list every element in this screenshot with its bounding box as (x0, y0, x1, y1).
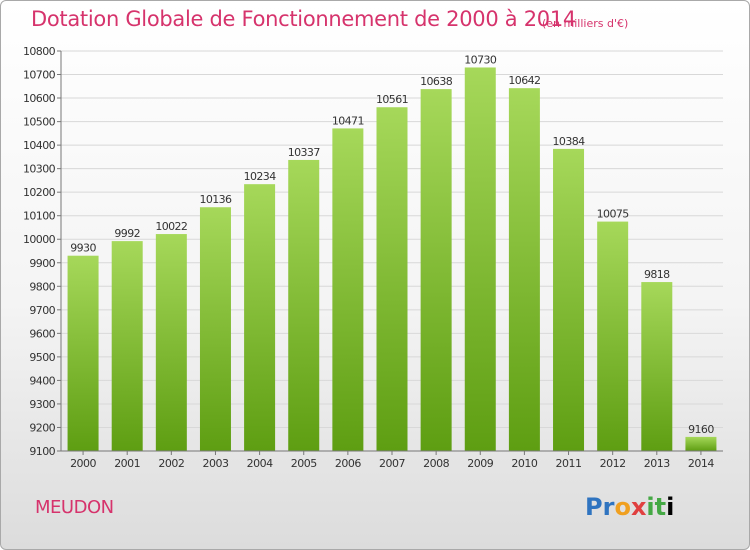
data-label: 10234 (244, 170, 277, 183)
y-tick-label: 9700 (29, 304, 55, 317)
x-tick-label: 2013 (644, 457, 670, 470)
data-label: 10561 (376, 93, 408, 106)
bar (685, 436, 717, 451)
bar (67, 255, 99, 451)
bar (332, 128, 364, 451)
bar (376, 107, 408, 451)
y-tick-label: 10800 (23, 45, 56, 58)
x-tick-label: 2011 (556, 457, 582, 470)
x-tick-label: 2008 (423, 457, 449, 470)
logo-letter: i (646, 493, 655, 521)
labels: 9100 9200 9300 9400 9500 9600 9700 9800 9900 1000… (23, 45, 715, 470)
y-tick-label: 10500 (23, 116, 56, 129)
x-tick-label: 2005 (291, 457, 317, 470)
y-tick-label: 9100 (29, 445, 55, 458)
x-tick-label: 2002 (158, 457, 184, 470)
x-tick-label: 2012 (600, 457, 626, 470)
data-label: 9160 (688, 423, 714, 436)
bar (244, 184, 276, 452)
x-tick-label: 2014 (688, 457, 714, 470)
city-name: MEUDON (35, 497, 114, 518)
y-tick-label: 9200 (29, 421, 55, 434)
logo-letter: P (585, 493, 603, 521)
y-tick-label: 10400 (23, 139, 56, 152)
bar (508, 88, 540, 452)
proxiti-logo[interactable]: Proxiti (585, 493, 674, 521)
data-label: 10730 (464, 53, 497, 66)
x-tick-label: 2003 (202, 457, 228, 470)
data-label: 10638 (420, 75, 453, 88)
logo-letter: i (666, 493, 675, 521)
bar (111, 241, 143, 451)
bars (67, 67, 717, 452)
x-tick-label: 2001 (114, 457, 140, 470)
logo-letter: x (630, 493, 647, 521)
chart-subtitle: (en milliers d'€) (542, 17, 629, 30)
y-tick-label: 10600 (23, 92, 56, 105)
x-tick-label: 2000 (70, 457, 96, 470)
y-tick-label: 10100 (23, 210, 56, 223)
y-tick-label: 9400 (29, 374, 55, 387)
bar (199, 207, 231, 451)
data-label: 9992 (114, 227, 140, 240)
x-tick-label: 2010 (511, 457, 537, 470)
data-label: 9818 (644, 268, 670, 281)
y-tick-label: 10300 (23, 163, 56, 176)
logo-letter: o (614, 493, 631, 521)
x-tick-label: 2006 (335, 457, 361, 470)
y-tick-label: 10200 (23, 186, 56, 199)
data-label: 10642 (508, 74, 540, 87)
y-tick-label: 9800 (29, 280, 55, 293)
logo-letter: r (602, 493, 615, 521)
y-tick-label: 10700 (23, 69, 56, 82)
y-tick-label: 9500 (29, 351, 55, 364)
chart-title: Dotation Globale de Fonctionnement de 20… (31, 7, 576, 31)
logo-letter: t (654, 493, 667, 521)
bar (288, 159, 320, 452)
bar (420, 89, 452, 451)
bar (155, 234, 187, 451)
bar (464, 67, 496, 452)
data-label: 10471 (332, 114, 364, 127)
x-tick-label: 2007 (379, 457, 405, 470)
bar (641, 282, 673, 451)
data-label: 9930 (70, 242, 96, 255)
bar (553, 148, 585, 451)
y-tick-label: 9600 (29, 327, 55, 340)
data-label: 10337 (288, 146, 321, 159)
data-label: 10384 (553, 135, 586, 148)
data-label: 10075 (597, 208, 630, 221)
data-label: 10022 (155, 220, 187, 233)
data-label: 10136 (199, 193, 232, 206)
x-tick-label: 2004 (247, 457, 273, 470)
y-tick-label: 10000 (23, 233, 56, 246)
x-tick-label: 2009 (467, 457, 493, 470)
y-tick-label: 9900 (29, 257, 55, 270)
axes (57, 50, 723, 455)
y-tick-label: 9300 (29, 398, 55, 411)
bar (597, 221, 629, 451)
